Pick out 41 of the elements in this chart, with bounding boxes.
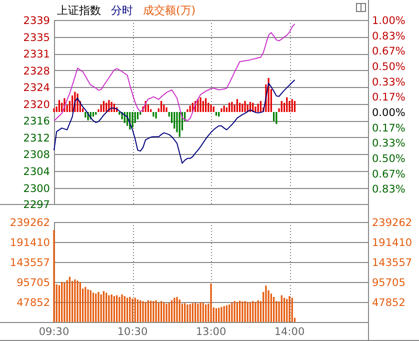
y2-tick-label: 0.67% [372,46,406,58]
chart-title: 上证指数 [57,4,101,17]
y2-tick-label: 95705 [372,277,406,289]
y2-tick-label: 0.17% [372,92,406,104]
y-tick-label: 2331 [23,48,50,61]
x-tick-label: 13:00 [196,326,226,338]
y2-tick-label: 0.67% [372,168,406,180]
y2-tick-label: 143557 [372,257,412,269]
y-tick-label: 2304 [23,166,50,178]
y-tick-label: 191410 [10,237,50,249]
y2-tick-label: 47852 [372,297,406,309]
y-tick-label: 2308 [23,149,50,162]
y-tick-label: 2339 [23,15,50,27]
y2-tick-label: 0.33% [372,76,406,88]
y-tick-label: 2297 [23,199,50,211]
y2-tick-label: 0.83% [372,184,406,196]
y-tick-label: 2312 [23,132,50,144]
y2-tick-label: 239262 [372,217,412,229]
y2-tick-label: 191410 [372,237,412,249]
text: 成交额(万) [143,4,196,17]
y-tick-label: 2328 [23,65,50,78]
y-tick-label: 2320 [23,98,50,111]
y-tick-label: 95705 [16,277,50,289]
y2-tick-label: 1.00% [372,15,406,27]
y-tick-label: 2316 [23,116,50,128]
y-tick-label: 2324 [23,82,50,94]
y2-tick-label: 0.00% [372,107,406,119]
y-tick-label: 239262 [10,217,50,229]
y2-tick-label: 0.50% [372,61,406,73]
y-tick-label: 47852 [16,297,50,309]
y-tick-label: 2300 [23,182,50,195]
y-tick-label: 143557 [10,257,50,269]
x-tick-label: 14:00 [274,326,305,338]
y2-tick-label: 0.33% [372,138,406,150]
text: 分时 [111,4,133,17]
y2-tick-label: 0.50% [372,153,406,165]
x-tick-label: 10:30 [117,326,148,338]
y2-tick-label: 0.83% [372,30,406,42]
y2-tick-label: 0.17% [372,122,406,134]
y-tick-label: 2335 [23,32,50,44]
x-tick-label: 09:30 [38,326,70,338]
